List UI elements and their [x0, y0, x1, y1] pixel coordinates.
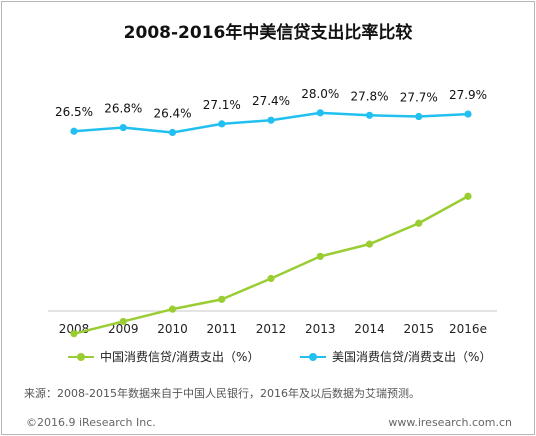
data-point-us	[365, 111, 374, 119]
data-point-us	[316, 109, 324, 117]
data-point-us	[168, 128, 177, 137]
data-label-us: 27.1%	[203, 98, 241, 112]
legend-label-us: 美国消费信贷/消费支出（%）	[332, 350, 492, 364]
data-label-us: 27.4%	[252, 94, 290, 108]
data-point-us	[464, 110, 472, 118]
data-point-china	[316, 252, 324, 260]
x-tick-label: 2012	[256, 322, 287, 336]
legend-item-us: 美国消费信贷/消费支出（%）	[300, 348, 491, 365]
x-tick-label: 2011	[206, 322, 237, 336]
website-link[interactable]: www.iresearch.com.cn	[388, 416, 512, 429]
data-label-us: 27.9%	[449, 88, 487, 102]
data-label-us: 26.5%	[55, 105, 93, 119]
data-point-china	[70, 330, 78, 338]
data-label-us: 27.7%	[400, 91, 438, 105]
x-tick-label: 2015	[403, 322, 434, 336]
legend-label-china: 中国消费信贷/消费支出（%）	[100, 350, 260, 364]
data-point-china	[415, 219, 423, 227]
x-tick-label: 2014	[354, 322, 385, 336]
data-point-china	[267, 274, 275, 283]
data-label-us: 28.0%	[301, 87, 339, 101]
legend-marker-us	[300, 352, 326, 361]
copyright: ©2016.9 iResearch Inc.	[26, 416, 156, 429]
data-point-china	[119, 317, 127, 326]
data-point-us	[119, 123, 127, 132]
data-point-china	[464, 192, 472, 200]
x-tick-label: 2013	[305, 322, 336, 336]
source-note: 来源：2008-2015年数据来自于中国人民银行，2016年及以后数据为艾瑞预测…	[24, 387, 420, 400]
x-tick-label: 2009	[108, 322, 139, 336]
legend-item-china: 中国消费信贷/消费支出（%）	[68, 348, 259, 365]
data-point-us	[218, 120, 226, 128]
data-point-us	[267, 116, 275, 124]
series-line-china	[73, 195, 469, 335]
legend-marker-china	[68, 352, 94, 361]
data-point-china	[218, 295, 226, 303]
data-label-us: 27.8%	[350, 89, 388, 103]
data-point-us	[70, 127, 78, 135]
x-tick-label: 2016e	[449, 322, 487, 336]
x-tick-label: 2010	[157, 322, 188, 336]
chart-title: 2008-2016年中美信贷支出比率比较	[123, 23, 413, 43]
data-point-us	[415, 112, 423, 121]
data-label-us: 26.8%	[104, 102, 142, 116]
data-label-us: 26.4%	[153, 106, 191, 120]
data-point-china	[365, 240, 374, 248]
data-point-china	[168, 305, 177, 313]
